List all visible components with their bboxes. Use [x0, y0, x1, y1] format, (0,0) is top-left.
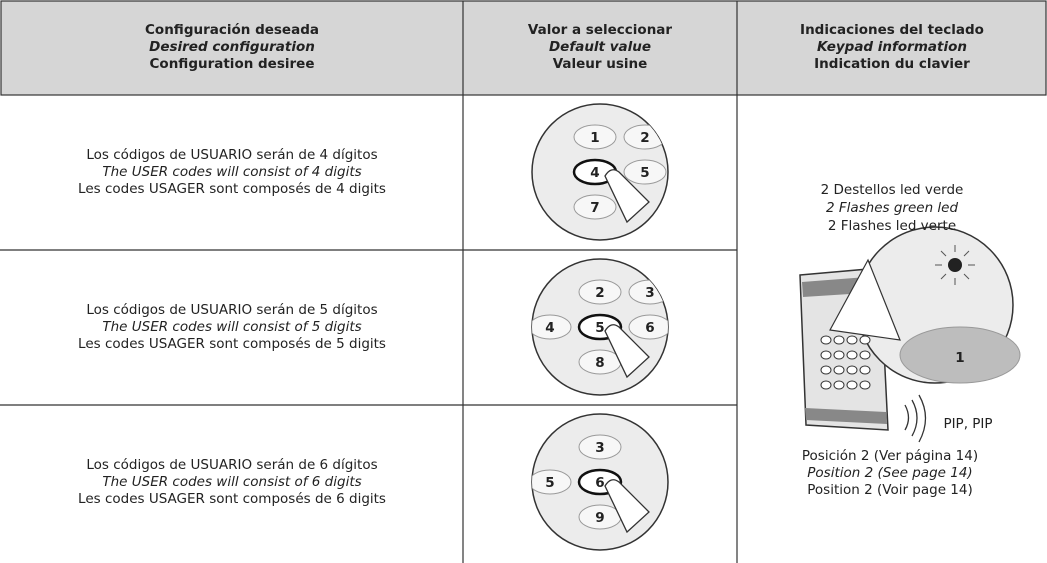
- device-key: [859, 350, 871, 360]
- device-key: [846, 335, 858, 345]
- text-line: Keypad information: [817, 39, 967, 55]
- finger: [604, 169, 650, 224]
- device-key: [833, 335, 845, 345]
- text-line: 2 Destellos led verde: [821, 182, 964, 198]
- device-key: [820, 335, 832, 345]
- text-line: Los códigos de USUARIO serán de 6 dígito…: [86, 457, 377, 473]
- text-line: Configuration desiree: [150, 56, 315, 72]
- text-line: The USER codes will consist of 6 digits: [102, 474, 361, 490]
- text-line: Les codes USAGER sont composés de 6 digi…: [78, 491, 386, 507]
- text-line: Los códigos de USUARIO serán de 5 dígito…: [86, 302, 377, 318]
- text-line: Posición 2 (Ver página 14): [802, 448, 978, 464]
- key-label: 4: [545, 320, 554, 336]
- sound-waves: [904, 394, 927, 443]
- keys: 3 5 6 9: [532, 434, 650, 534]
- finger: [604, 479, 650, 534]
- key: [623, 159, 667, 185]
- magnifier: [829, 226, 1021, 384]
- text-line: Valor a seleccionar: [528, 22, 672, 38]
- device-key: [846, 350, 858, 360]
- text-line: 2 Flashes green led: [826, 200, 959, 216]
- device-key: [859, 335, 871, 345]
- text-line: Desired configuration: [149, 39, 315, 55]
- device-key: [833, 365, 845, 375]
- key-label: 5: [640, 165, 649, 181]
- key-label: 1: [590, 130, 599, 146]
- key: [573, 124, 617, 150]
- key: [578, 434, 622, 460]
- device-key: [820, 365, 832, 375]
- device-key: [820, 380, 832, 390]
- text-line: Position 2 (See page 14): [807, 465, 972, 481]
- text-line: The USER codes will consist of 4 digits: [102, 164, 361, 180]
- text-line: Configuración deseada: [145, 22, 319, 38]
- key-label: 6: [595, 475, 604, 491]
- keys: 2 3 4 5 6 8: [532, 279, 668, 379]
- text-line: Indication du clavier: [814, 56, 970, 72]
- device-key: [859, 380, 871, 390]
- key-label: 4: [590, 165, 599, 181]
- text-line: Indicaciones del teclado: [800, 22, 984, 38]
- magnified-key: 1: [955, 350, 964, 366]
- text-line: Default value: [549, 39, 651, 55]
- header-row: [0, 0, 1047, 96]
- device-key: [846, 365, 858, 375]
- device-key: [846, 380, 858, 390]
- device-key: [859, 365, 871, 375]
- text-line: Les codes USAGER sont composés de 5 digi…: [78, 336, 386, 352]
- sound-label: PIP, PIP: [943, 416, 992, 432]
- finger: [604, 324, 650, 379]
- key-label: 7: [590, 200, 599, 216]
- device-key: [820, 350, 832, 360]
- text-line: 2 Flashes led verte: [828, 218, 956, 234]
- key: [578, 279, 622, 305]
- key-label: 9: [595, 510, 604, 526]
- key-label: 2: [640, 130, 649, 146]
- key: [628, 314, 668, 340]
- key-label: 6: [645, 320, 654, 336]
- device-key: [833, 350, 845, 360]
- text-line: Los códigos de USUARIO serán de 4 dígito…: [86, 147, 377, 163]
- key-label: 5: [595, 320, 604, 336]
- device-key: [833, 380, 845, 390]
- key: [573, 194, 617, 220]
- key: [532, 314, 572, 340]
- text-line: Les codes USAGER sont composés de 4 digi…: [78, 181, 386, 197]
- text-line: Position 2 (Voir page 14): [807, 482, 973, 498]
- key-label: 8: [595, 355, 604, 371]
- key-label: 2: [595, 285, 604, 301]
- text-line: The USER codes will consist of 5 digits: [102, 319, 361, 335]
- key-label: 3: [595, 440, 604, 456]
- key-label: 3: [645, 285, 654, 301]
- text-line: Valeur usine: [553, 56, 648, 72]
- key-label: 5: [545, 475, 554, 491]
- key: [532, 469, 572, 495]
